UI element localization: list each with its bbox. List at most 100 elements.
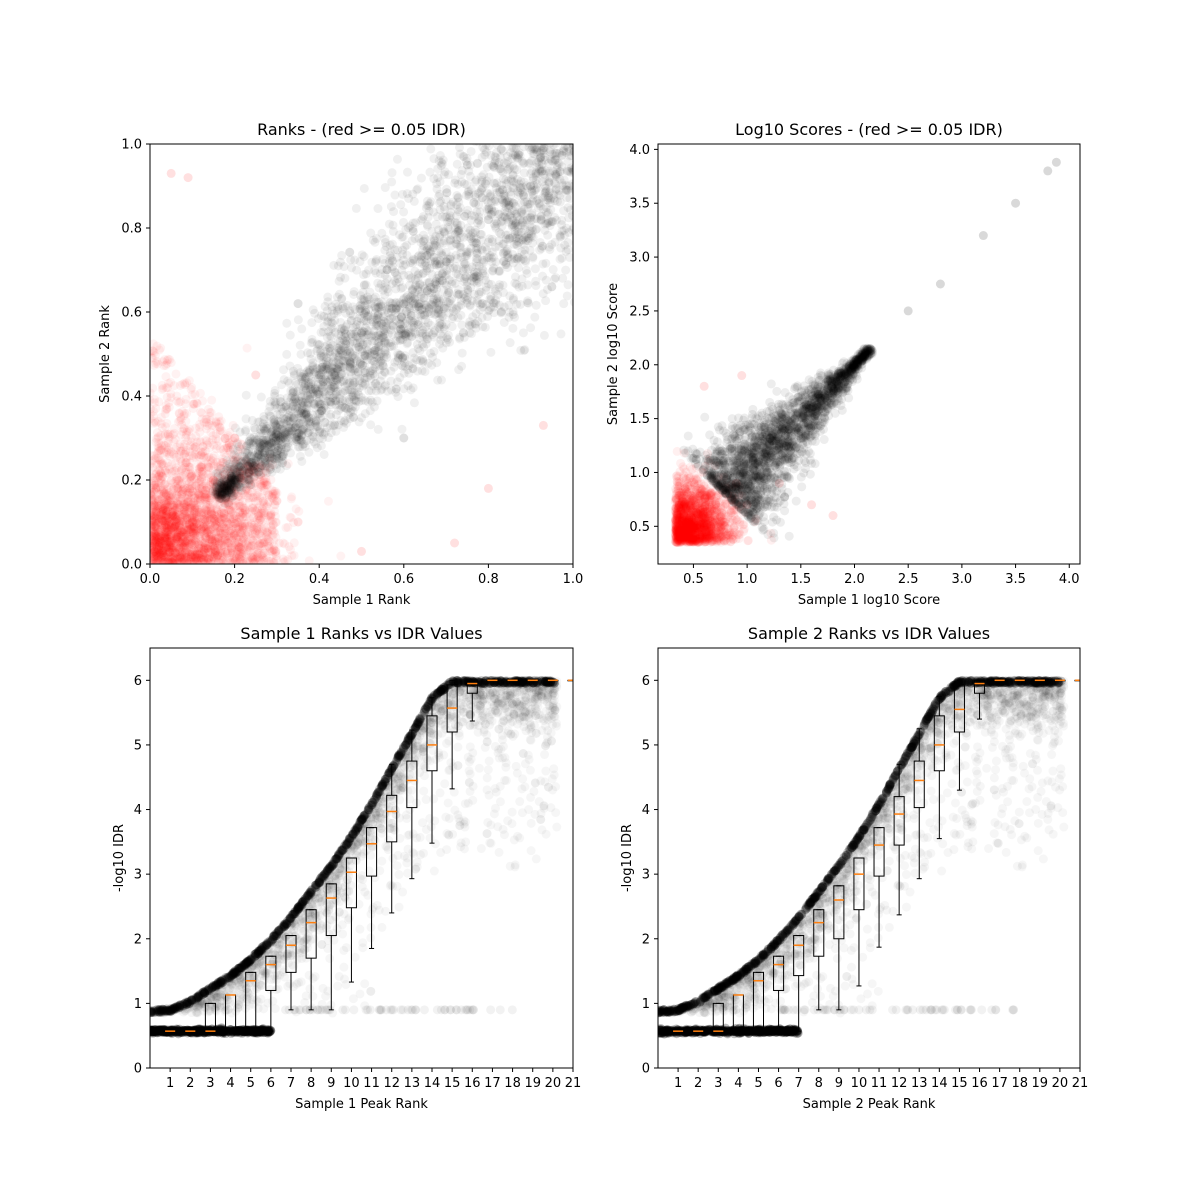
scatter-point-black [575, 192, 584, 201]
scatter-point-red [222, 538, 232, 548]
scatter-point-red [248, 523, 258, 533]
scatter-point-red [175, 380, 185, 390]
scatter-point-red [166, 392, 176, 402]
scatter-point-black [597, 185, 606, 194]
scatter-point-red [209, 544, 219, 554]
scatter-point-red [233, 452, 243, 462]
scatter-point-black [579, 187, 588, 196]
scatter-point-black [507, 118, 516, 127]
scatter-point-black [477, 133, 486, 142]
scatter-point-red [259, 539, 269, 549]
scatter-point-black [573, 309, 582, 318]
scatter-point-red [166, 500, 176, 510]
scatter-point-black [586, 229, 595, 238]
scatter-point-red [235, 543, 245, 553]
scatter-point-red [212, 507, 222, 517]
scatter-point-red [200, 517, 210, 527]
scatter-point-red [192, 398, 202, 408]
scatter-point-red [161, 466, 171, 476]
scatter-point-red [269, 506, 279, 516]
scatter-point-red [174, 518, 184, 528]
scatter-point-red [203, 526, 213, 536]
scatter-point-black [580, 251, 589, 260]
scatter-point-red [256, 556, 266, 564]
scatter-point-red [152, 468, 162, 478]
scatter-point-red [271, 555, 281, 564]
scatter-point-black [581, 194, 590, 203]
scatter-point-black [517, 111, 526, 120]
scatter-point-black [582, 182, 591, 191]
scatter-point-red [150, 547, 159, 557]
scatter-point-black [492, 99, 501, 108]
scatter-point-red [213, 533, 223, 543]
scatter-point-red [182, 541, 192, 551]
scatter-point-red [153, 514, 163, 524]
scatter-point-red [166, 557, 176, 564]
scatter-point-black [389, 207, 399, 217]
scatter-point-red [179, 503, 189, 513]
scatter-point-red [168, 556, 178, 564]
scatter-point-red [197, 462, 207, 472]
scatter-point-black [543, 230, 553, 240]
scatter-point-black [282, 349, 292, 359]
scatter-point-red [177, 406, 187, 416]
scatter-point-black [563, 280, 573, 290]
scatter-point-red [215, 460, 225, 470]
scatter-point-red [152, 551, 162, 561]
scatter-point-red [180, 521, 190, 531]
scatter-point-red [163, 506, 173, 516]
scatter-point-red [219, 499, 229, 509]
scatter-point-black [588, 175, 597, 184]
scatter-point-red [167, 502, 177, 512]
scatter-point-black [537, 123, 546, 132]
scatter-point-black [588, 192, 597, 201]
scatter-point-red [151, 529, 161, 539]
scatter-point-black [582, 188, 591, 197]
scatter-point-black [486, 116, 495, 125]
scatter-point-black [307, 334, 317, 344]
scatter-point-red [195, 531, 205, 541]
scatter-point-red [206, 532, 216, 542]
scatter-point-red [221, 459, 231, 469]
scatter-point-red [217, 548, 227, 558]
scatter-point-red [225, 427, 235, 437]
scatter-point-red [197, 522, 207, 532]
scatter-point-red [357, 546, 366, 556]
scatter-point-red [336, 551, 346, 561]
scatter-point-red [286, 494, 296, 504]
scatter-point-red [168, 558, 178, 564]
scatter-point-red [209, 550, 219, 560]
scatter-point-red [183, 524, 193, 534]
scatter-point-black [505, 338, 515, 348]
scatter-point-red [240, 465, 250, 475]
scatter-point-red [450, 538, 460, 548]
scatter-point-red [196, 491, 206, 501]
scatter-point-red [197, 548, 207, 558]
scatter-point-red [242, 343, 252, 353]
scatter-point-red [189, 521, 199, 531]
scatter-point-red [226, 521, 236, 531]
scatter-point-red [243, 545, 253, 555]
scatter-point-red [172, 532, 182, 542]
scatter-point-red [186, 437, 196, 447]
scatter-point-red [194, 464, 204, 474]
scatter-point-red [206, 455, 216, 465]
scatter-point-red [293, 517, 303, 527]
scatter-point-red [227, 450, 237, 460]
scatter-point-red [225, 492, 235, 502]
scatter-point-red [227, 545, 237, 555]
scatter-point-red [183, 529, 193, 539]
scatter-point-black [559, 135, 568, 144]
scatter-point-red [162, 519, 172, 529]
scatter-point-red [160, 527, 170, 537]
scatter-point-red [252, 515, 262, 525]
scatter-point-red [238, 522, 248, 532]
scatter-point-black [590, 179, 599, 188]
scatter-point-red [192, 507, 202, 517]
scatter-point-black [510, 127, 519, 136]
scatter-point-red [163, 502, 173, 512]
scatter-point-red [174, 502, 184, 512]
scatter-point-black [559, 299, 569, 309]
scatter-point-red [183, 542, 193, 552]
